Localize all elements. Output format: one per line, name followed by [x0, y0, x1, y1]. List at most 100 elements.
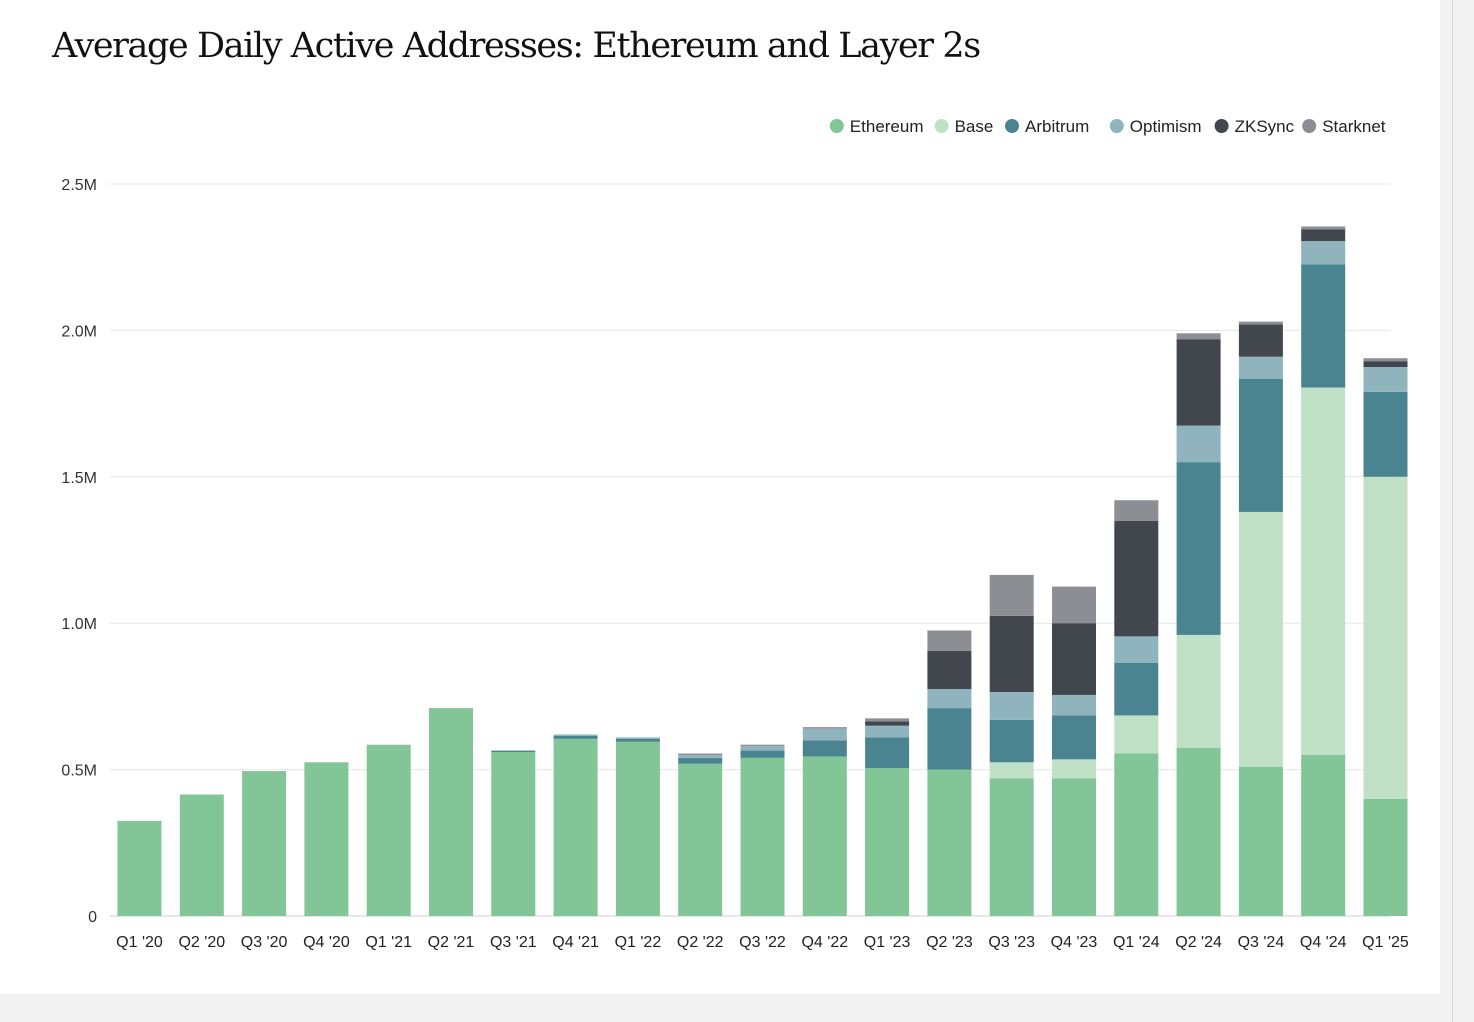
bar-segment-base [1301, 387, 1346, 755]
window-edge-divider [1452, 0, 1453, 1022]
bar-segment-arbitrum [1176, 462, 1221, 635]
bar-segment-arbitrum [802, 740, 847, 757]
bar-segment-ethereum [553, 738, 598, 916]
x-tick-label: Q4 '24 [1300, 934, 1347, 951]
bar-segment-ethereum [179, 794, 224, 916]
bar-segment-arbitrum [678, 757, 723, 764]
bar-segment-starknet [1238, 321, 1283, 325]
y-tick-label: 0.5M [61, 763, 97, 780]
bar-segment-starknet [1363, 358, 1408, 362]
x-tick-label: Q1 '24 [1113, 934, 1160, 951]
bar-segment-zksync [1052, 623, 1096, 695]
bar-segment-arbitrum [927, 708, 972, 770]
chart-card: Average Daily Active Addresses: Ethereum… [0, 0, 1440, 994]
legend-swatch [934, 119, 949, 133]
bar-segment-ethereum [802, 756, 847, 916]
bar-segment-ethereum [740, 757, 785, 916]
bar-segment-optimism [1114, 636, 1159, 663]
bar-segment-arbitrum [615, 738, 660, 742]
bar-segment-optimism [927, 689, 972, 709]
legend-label: Arbitrum [1025, 117, 1089, 136]
bar-segment-optimism [740, 746, 785, 751]
bar-segment-zksync [1176, 339, 1221, 426]
bar-segment-starknet [1052, 586, 1096, 624]
x-tick-label: Q3 '21 [490, 934, 537, 951]
bar-segment-ethereum [1052, 778, 1096, 916]
x-tick-label: Q2 '21 [428, 934, 475, 951]
legend-swatch [1302, 119, 1317, 133]
legend-label: Starknet [1322, 117, 1386, 136]
bar-segment-starknet [1301, 226, 1346, 230]
x-tick-label: Q1 '25 [1362, 934, 1409, 951]
bar-segment-arbitrum [553, 735, 598, 739]
legend-label: Ethereum [850, 117, 924, 136]
legend-label: Base [955, 117, 994, 136]
bar-segment-ethereum [678, 763, 723, 916]
bar-segment-optimism [802, 728, 847, 741]
stacked-bar-chart: 0 0.5M 1.0M 1.5M 2.0M 2.5M Q1 '20 Q2 '20 Q3 '20… [61, 117, 1409, 951]
bar-segment-zksync [927, 651, 972, 690]
legend-item-zksync: ZKSync [1214, 117, 1295, 136]
bar-segment-ethereum [865, 768, 910, 916]
bar-segment-optimism [615, 737, 660, 739]
bar-segment-base [989, 762, 1034, 779]
bar-segment-optimism [989, 692, 1034, 720]
legend-item-starknet: Starknet [1302, 117, 1386, 136]
bar-segment-optimism [865, 725, 910, 738]
bar-segment-ethereum [242, 771, 287, 916]
bar-segment-starknet [1114, 500, 1159, 521]
bar-segment-arbitrum [1114, 662, 1159, 716]
bar-segment-arbitrum [989, 719, 1034, 763]
bar-segment-optimism [1238, 356, 1283, 379]
bar-segment-optimism [553, 734, 598, 736]
y-tick-label: 2.0M [61, 323, 97, 340]
bar-segment-arbitrum [1238, 378, 1283, 512]
x-tick-label: Q4 '22 [801, 934, 848, 951]
legend: Ethereum Base Arbitrum Optimism ZKSync Starkn… [829, 117, 1386, 136]
bar-segment-zksync [1114, 520, 1159, 637]
bar-segment-ethereum [117, 820, 162, 916]
bar-segment-starknet [740, 744, 785, 747]
bar-segment-optimism [1176, 425, 1221, 463]
x-tick-label: Q2 '24 [1175, 934, 1222, 951]
x-axis-tick-labels: Q1 '20 Q2 '20 Q3 '20 Q4 '20 Q1 '21 Q2 '21 Q3 '… [116, 934, 1409, 951]
bar-segment-base [1363, 476, 1408, 799]
bar-segment-arbitrum [491, 750, 536, 753]
bar-segment-zksync [1238, 324, 1283, 357]
x-tick-label: Q1 '20 [116, 934, 163, 951]
bar-segment-ethereum [1301, 754, 1346, 916]
bar-segment-starknet [1176, 333, 1221, 340]
chart-title: Average Daily Active Addresses: Ethereum… [52, 26, 981, 66]
bar-segment-base [1238, 511, 1283, 767]
x-tick-label: Q4 '21 [552, 934, 599, 951]
legend-swatch [1214, 119, 1229, 133]
legend-swatch [1109, 119, 1124, 133]
y-tick-label: 2.5M [61, 177, 97, 194]
bar-segment-starknet [678, 753, 723, 755]
bar-segment-ethereum [366, 744, 411, 916]
bar-segment-ethereum [927, 769, 972, 916]
x-tick-label: Q2 '22 [677, 934, 724, 951]
bar-segment-ethereum [304, 762, 349, 916]
bar-segment-arbitrum [740, 750, 785, 758]
x-tick-label: Q2 '20 [178, 934, 225, 951]
x-tick-label: Q3 '22 [739, 934, 786, 951]
bar-segment-ethereum [1238, 766, 1283, 916]
bar-segment-zksync [989, 615, 1034, 693]
bar-segment-ethereum [491, 752, 536, 916]
bar-segment-arbitrum [1052, 715, 1096, 760]
bar-segment-optimism [1363, 367, 1408, 392]
x-tick-label: Q3 '20 [241, 934, 288, 951]
bar-segment-starknet [927, 630, 972, 652]
legend-item-ethereum: Ethereum [829, 117, 924, 136]
bar-segment-zksync [865, 721, 910, 726]
bar-segment-arbitrum [1363, 391, 1408, 477]
bars [117, 226, 1408, 916]
x-tick-label: Q3 '23 [988, 934, 1035, 951]
bar-segment-starknet [865, 718, 910, 722]
bar-segment-optimism [1052, 694, 1096, 716]
y-tick-label: 0 [88, 909, 97, 926]
bar-segment-zksync [1301, 229, 1346, 242]
x-tick-label: Q2 '23 [926, 934, 973, 951]
